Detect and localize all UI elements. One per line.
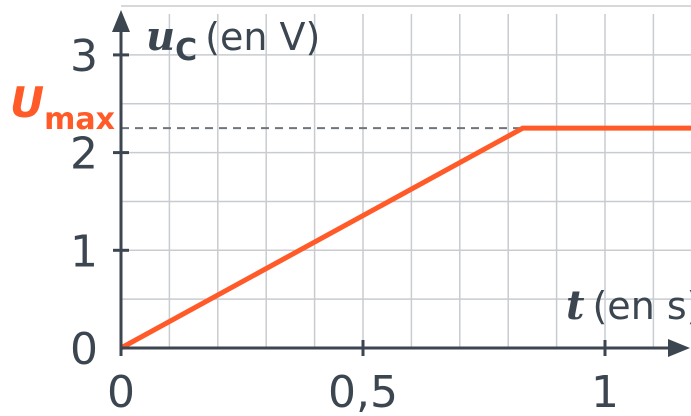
y-tick-label: 3 [70, 31, 98, 82]
y-axis-var: u [146, 13, 175, 60]
x-tick-label: 1 [591, 367, 619, 416]
umax-var: U [10, 78, 44, 127]
umax-label: Umax [10, 78, 115, 137]
y-axis-unit: (en V) [205, 15, 320, 59]
grid [121, 5, 691, 348]
y-axis-sub: C [175, 33, 197, 68]
x-tick-label: 0 [107, 367, 135, 416]
y-axis-label: uC (en V) [146, 13, 320, 68]
y-tick-label: 0 [70, 324, 98, 375]
x-axis-label: t (en s) [566, 282, 691, 329]
x-tick-label: 0,5 [328, 367, 398, 416]
x-axis-arrow-icon [668, 339, 690, 357]
x-axis-var: t [566, 282, 585, 329]
y-ticks: 0 1 2 3 [70, 31, 129, 375]
y-tick-label: 2 [70, 129, 98, 180]
y-axis-arrow-icon [112, 10, 130, 32]
y-tick-label: 1 [70, 226, 98, 277]
umax-sub: max [44, 102, 115, 137]
x-ticks: 0 0,5 1 [107, 340, 619, 416]
x-axis-unit: (en s) [592, 284, 691, 328]
series-line [119, 125, 691, 351]
